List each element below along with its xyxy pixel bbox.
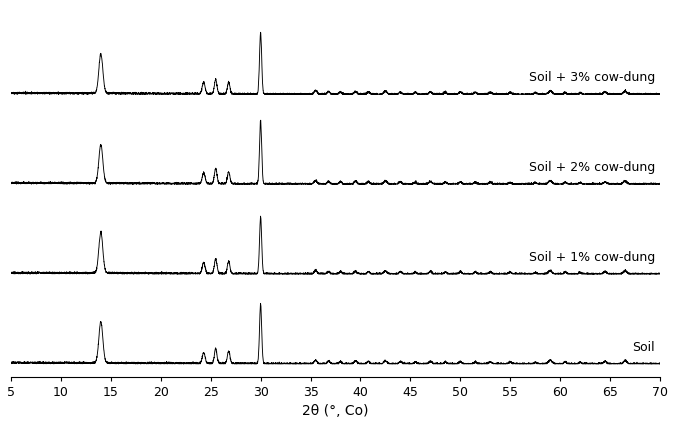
X-axis label: 2θ (°, Co): 2θ (°, Co): [302, 404, 369, 418]
Text: Soil + 1% cow-dung: Soil + 1% cow-dung: [529, 251, 655, 264]
Text: Soil + 2% cow-dung: Soil + 2% cow-dung: [529, 161, 655, 174]
Text: Soil: Soil: [632, 341, 655, 354]
Text: Soil + 3% cow-dung: Soil + 3% cow-dung: [529, 71, 655, 84]
